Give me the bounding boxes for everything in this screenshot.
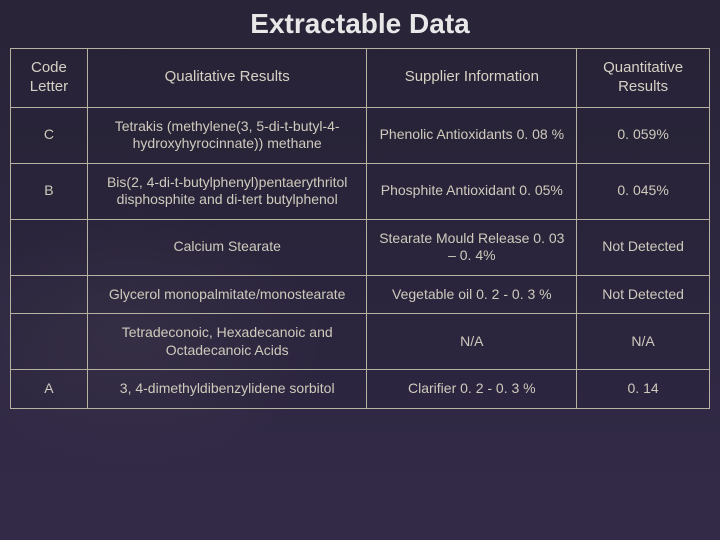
cell-supplier: Vegetable oil 0. 2 - 0. 3 % bbox=[367, 275, 577, 314]
cell-supplier: Clarifier 0. 2 - 0. 3 % bbox=[367, 370, 577, 409]
table-row: Glycerol monopalmitate/monostearate Vege… bbox=[11, 275, 710, 314]
cell-quant: 0. 14 bbox=[577, 370, 710, 409]
cell-qualitative: Bis(2, 4-di-t-butylphenyl)pentaerythrito… bbox=[87, 163, 367, 219]
cell-supplier: N/A bbox=[367, 314, 577, 370]
cell-quant: Not Detected bbox=[577, 219, 710, 275]
extractable-data-table: Code Letter Qualitative Results Supplier… bbox=[10, 48, 710, 409]
col-header-qualitative: Qualitative Results bbox=[87, 49, 367, 108]
cell-qualitative: Tetrakis (methylene(3, 5-di-t-butyl-4-hy… bbox=[87, 107, 367, 163]
cell-code: C bbox=[11, 107, 88, 163]
page-title: Extractable Data bbox=[10, 8, 710, 40]
table-header-row: Code Letter Qualitative Results Supplier… bbox=[11, 49, 710, 108]
cell-supplier: Phenolic Antioxidants 0. 08 % bbox=[367, 107, 577, 163]
col-header-quant: Quantitative Results bbox=[577, 49, 710, 108]
cell-qualitative: Tetradeconoic, Hexadecanoic and Octadeca… bbox=[87, 314, 367, 370]
cell-supplier: Stearate Mould Release 0. 03 – 0. 4% bbox=[367, 219, 577, 275]
cell-code bbox=[11, 219, 88, 275]
cell-code: B bbox=[11, 163, 88, 219]
table-row: Calcium Stearate Stearate Mould Release … bbox=[11, 219, 710, 275]
cell-quant: 0. 059% bbox=[577, 107, 710, 163]
table-row: A 3, 4-dimethyldibenzylidene sorbitol Cl… bbox=[11, 370, 710, 409]
cell-quant: 0. 045% bbox=[577, 163, 710, 219]
cell-qualitative: 3, 4-dimethyldibenzylidene sorbitol bbox=[87, 370, 367, 409]
cell-code bbox=[11, 275, 88, 314]
cell-quant: N/A bbox=[577, 314, 710, 370]
col-header-code: Code Letter bbox=[11, 49, 88, 108]
cell-qualitative: Glycerol monopalmitate/monostearate bbox=[87, 275, 367, 314]
col-header-supplier: Supplier Information bbox=[367, 49, 577, 108]
cell-code: A bbox=[11, 370, 88, 409]
cell-code bbox=[11, 314, 88, 370]
cell-qualitative: Calcium Stearate bbox=[87, 219, 367, 275]
table-body: C Tetrakis (methylene(3, 5-di-t-butyl-4-… bbox=[11, 107, 710, 408]
table-row: C Tetrakis (methylene(3, 5-di-t-butyl-4-… bbox=[11, 107, 710, 163]
cell-supplier: Phosphite Antioxidant 0. 05% bbox=[367, 163, 577, 219]
table-row: Tetradeconoic, Hexadecanoic and Octadeca… bbox=[11, 314, 710, 370]
cell-quant: Not Detected bbox=[577, 275, 710, 314]
table-row: B Bis(2, 4-di-t-butylphenyl)pentaerythri… bbox=[11, 163, 710, 219]
